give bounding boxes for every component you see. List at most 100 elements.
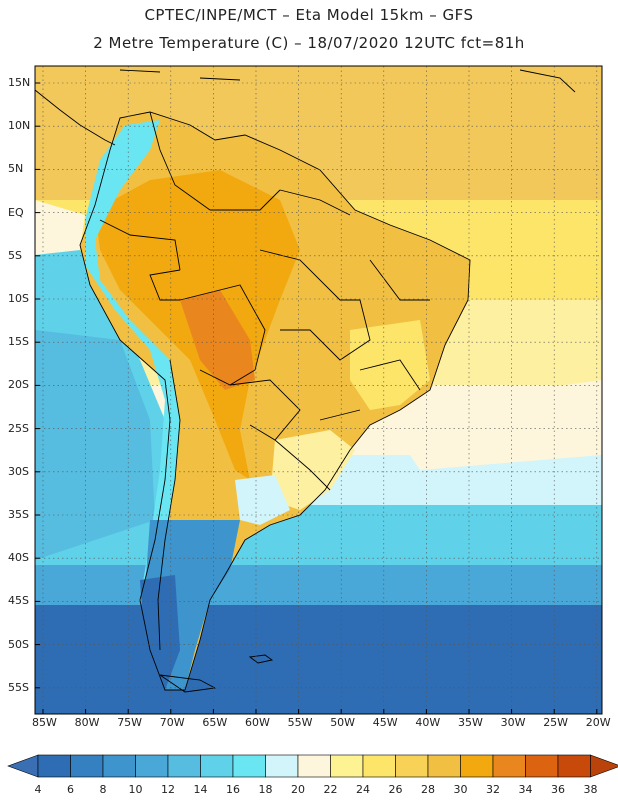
colorbar-swatch [37,754,71,778]
border-bolivia [179,284,266,386]
colorbar-swatch [427,754,461,778]
lat-label: 35S [8,508,29,521]
lat-label: 10N [8,119,31,133]
border-colombia-ecuador-peru [99,219,181,271]
colorbar-tick-label: 18 [258,783,273,796]
colorbar-swatch [525,754,559,778]
pacific-warm-water [35,200,85,255]
colorbar-swatch [492,754,526,778]
coastline [79,111,471,691]
falklands [248,654,274,664]
andes-cold-strip [85,120,180,650]
colorbar-swatch [265,754,299,778]
border-peru-brazil [149,269,181,301]
colorbar-swatch [200,754,234,778]
lon-label: 20W [585,716,611,729]
colorbar [7,754,618,778]
colorbar-tick-label: 16 [226,783,240,796]
border-venezuela-brazil [210,189,281,211]
colorbar-swatch [135,754,169,778]
colorbar-swatch [167,754,201,778]
pacific-cooler-water [35,330,155,560]
colorbar-tick-label: 8 [99,783,107,796]
lon-label: 70W [159,716,185,729]
bolivia-hot-area [180,290,255,390]
lat-label: 30S [8,464,29,478]
axis-ticks [35,82,598,714]
chart-title: CPTEC/INPE/MCT – Eta Model 15km – GFS [144,6,474,24]
lat-label: 10S [8,292,29,305]
colorbar-tick-label: 32 [486,783,500,796]
pampas-cool [235,475,290,525]
colorbar-tick-label: 6 [67,783,74,796]
border-paraguay [229,379,301,441]
colorbar-tick-label: 24 [356,783,370,796]
lat-label: 15S [8,335,29,349]
colorbar-swatch [362,754,396,778]
lon-label: 75W [117,716,143,729]
patagonia-coldest [140,575,180,690]
lon-label: 40W [415,716,441,729]
colorbar-swatch [70,754,104,778]
chart-subtitle: 2 Metre Temperature (C) – 18/07/2020 12U… [93,34,525,52]
lat-label: 25S [8,421,29,435]
colorbar-swatch [330,754,364,778]
plot-frame [34,65,603,715]
lon-label: 30W [500,716,526,729]
colorbar-tick-label: 22 [323,783,338,796]
colorbar-tick-label: 36 [551,783,565,796]
colorbar-tick-label: 14 [193,783,208,796]
colorbar-over-arrow [590,754,618,778]
colorbar-tick-label: 30 [453,783,468,796]
colorbar-swatch [395,754,429,778]
border-brazil-states [259,249,371,361]
border-chile-argentina [157,359,181,651]
country-borders [35,69,576,693]
lat-label: 20S [8,378,29,392]
border-brazil-east-states [319,259,430,421]
colorbar-swatch [102,754,136,778]
graticule [35,66,602,714]
colorbar-swatch [557,754,591,778]
colorbar-swatch [460,754,494,778]
lat-label: 5S [8,248,22,262]
border-argentina-brazil-uruguay [274,439,331,491]
temperature-field [35,66,602,714]
lon-label: 85W [32,716,57,729]
colorbar-tick-label: 4 [34,783,42,796]
border-guianas [279,189,351,216]
lon-label: 60W [245,716,270,729]
colorbar-swatch [297,754,331,778]
lon-label: 50W [330,716,356,729]
colorbar-tick-label: 12 [161,783,175,796]
colorbar-swatch [232,754,266,778]
colorbar-tick-label: 20 [291,783,305,796]
caribbean-islands [119,69,576,93]
lon-label: 65W [202,716,228,729]
lat-label: 45S [8,594,29,608]
lat-label: 5N [8,162,24,176]
colorbar-tick-label: 26 [388,783,403,796]
colorbar-tick-label: 34 [518,783,533,796]
colorbar-tick-label: 10 [128,783,143,796]
lon-label: 55W [287,716,313,729]
colorbar-tick-label: 38 [583,783,598,796]
lat-label: 50S [8,637,29,651]
lon-label: 80W [74,716,100,729]
brazil-highlands-mild [350,320,430,410]
lat-label: 40S [8,551,29,565]
central-america [35,89,116,146]
ocean-band-coldest [35,605,602,714]
lat-label: 55S [8,680,29,694]
lon-label: 35W [458,716,483,729]
atlantic-mild-water [380,380,602,470]
lon-label: 25W [543,716,569,729]
lat-label: 15N [8,76,31,89]
lon-label: 45W [372,716,398,729]
border-colombia-venezuela [149,111,211,211]
colorbar-under-arrow [7,754,39,778]
colorbar-tick-label: 28 [421,783,435,796]
south-brazil-mild [270,430,355,510]
lat-label: EQ [8,205,24,219]
